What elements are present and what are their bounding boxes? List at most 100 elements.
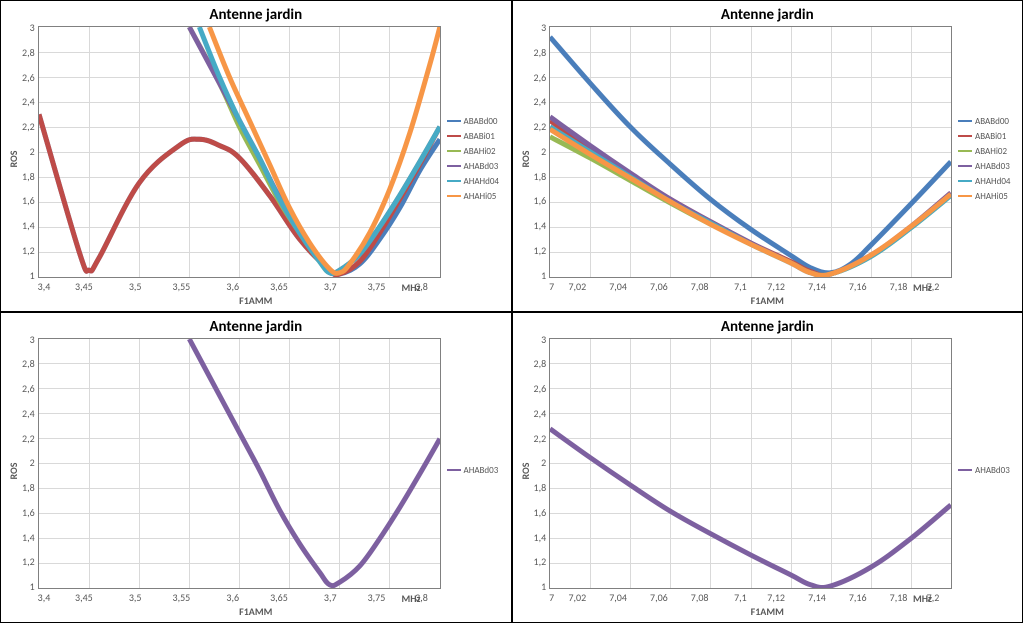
y-tick-label: 1,2 (22, 555, 35, 568)
x-tick-label: 7,04 (609, 280, 627, 292)
legend-label: AHABd03 (464, 465, 499, 476)
x-tick-label: 7,12 (767, 591, 785, 603)
series-line (189, 339, 440, 586)
legend-label: ABAHi02 (464, 146, 496, 157)
y-axis-ticks: 32,82,62,42,221,81,61,41,21 (22, 21, 38, 282)
x-tick-label: 3,75 (368, 280, 386, 292)
y-tick-label: 3 (534, 333, 547, 346)
legend: AHABd03 (441, 338, 507, 604)
legend-item: ABAHi02 (447, 146, 507, 157)
y-tick-label: 1,6 (22, 194, 35, 207)
plot-wrap: 77,027,047,067,087,17,127,147,167,187,2 (549, 338, 952, 604)
x-tick-label: 7,04 (609, 591, 627, 603)
chart-panel-1: Antenne jardinROS32,82,62,42,221,81,61,4… (512, 0, 1023, 312)
y-tick-label: 1,6 (22, 506, 35, 519)
series-line (550, 127, 951, 276)
y-tick-label: 2,8 (534, 46, 547, 59)
legend-swatch (447, 180, 461, 182)
y-axis-label: ROS (5, 26, 22, 292)
x-axis-label: F1AMM (239, 605, 272, 618)
x-axis-label-row: F1AMMMHz (513, 605, 1023, 622)
x-tick-label: 3,7 (324, 280, 337, 292)
legend-label: ABABd00 (464, 116, 498, 127)
y-tick-label: 2,6 (534, 382, 547, 395)
legend-swatch (958, 195, 972, 197)
y-axis-label: ROS (517, 26, 534, 292)
plot-wrap: 77,027,047,067,087,17,127,147,167,187,2 (549, 26, 952, 292)
x-axis-label-row: F1AMMMHz (513, 294, 1023, 311)
x-tick-label: 3,65 (270, 280, 288, 292)
y-tick-label: 2 (22, 145, 35, 158)
chart-panel-0: Antenne jardinROS32,82,62,42,221,81,61,4… (0, 0, 512, 312)
series-line (550, 37, 951, 273)
legend-label: ABABi01 (975, 131, 1006, 142)
y-tick-label: 1,8 (534, 481, 547, 494)
x-tick-label: 7,08 (691, 591, 709, 603)
chart-title: Antenne jardin (1, 313, 511, 336)
y-tick-label: 1,2 (534, 244, 547, 257)
legend-swatch (958, 120, 972, 122)
x-tick-label: 3,45 (75, 280, 93, 292)
legend-swatch (447, 165, 461, 167)
chart-title: Antenne jardin (513, 1, 1023, 24)
y-tick-label: 1 (22, 269, 35, 282)
x-tick-label: 7,02 (568, 591, 586, 603)
x-tick-label: 7,02 (568, 280, 586, 292)
x-tick-label: 7,06 (650, 591, 668, 603)
legend-item: ABABi01 (447, 131, 507, 142)
legend-label: AHAHd04 (464, 176, 499, 187)
x-tick-label: 7 (549, 591, 554, 603)
x-axis-label: F1AMM (751, 294, 784, 307)
y-tick-label: 1,6 (534, 194, 547, 207)
y-tick-label: 2,6 (22, 382, 35, 395)
legend-swatch (447, 469, 461, 471)
series-layer (550, 27, 951, 277)
x-axis-unit: MHz (913, 281, 932, 294)
legend-swatch (447, 120, 461, 122)
plot-area (38, 338, 441, 590)
legend-item: ABABd00 (447, 116, 507, 127)
x-axis-label-row: F1AMMMHz (1, 294, 511, 311)
series-layer (39, 27, 440, 277)
chart-grid: Antenne jardinROS32,82,62,42,221,81,61,4… (0, 0, 1023, 623)
legend-item: AHABd03 (447, 161, 507, 172)
y-tick-label: 1,2 (534, 555, 547, 568)
legend-label: AHAHi05 (464, 191, 497, 202)
y-tick-label: 1,4 (534, 219, 547, 232)
plot-wrap: 3,43,453,53,553,63,653,73,753,8 (38, 338, 441, 604)
legend-item: ABABd00 (958, 116, 1018, 127)
x-tick-label: 7,16 (849, 591, 867, 603)
y-tick-label: 3 (22, 333, 35, 346)
x-axis-label-row: F1AMMMHz (1, 605, 511, 622)
y-tick-label: 1 (534, 580, 547, 593)
legend-swatch (958, 135, 972, 137)
legend-item: AHAHi05 (447, 191, 507, 202)
y-tick-label: 1,4 (534, 531, 547, 544)
y-tick-label: 2,4 (534, 407, 547, 420)
x-tick-label: 3,55 (173, 280, 191, 292)
y-tick-label: 2,8 (534, 357, 547, 370)
legend-swatch (447, 150, 461, 152)
y-tick-label: 2,8 (22, 46, 35, 59)
x-tick-label: 7,18 (890, 280, 908, 292)
x-axis-ticks: 77,027,047,067,087,17,127,147,167,187,2 (549, 591, 952, 603)
legend-swatch (958, 150, 972, 152)
y-tick-label: 3 (22, 21, 35, 34)
x-tick-label: 7,14 (808, 591, 826, 603)
x-axis-ticks: 3,43,453,53,553,63,653,73,753,8 (38, 280, 441, 292)
y-tick-label: 2,2 (534, 120, 547, 133)
legend-item: AHAHi05 (958, 191, 1018, 202)
legend-label: AHABd03 (464, 161, 499, 172)
legend-item: AHAHd04 (958, 176, 1018, 187)
y-axis-ticks: 32,82,62,42,221,81,61,41,21 (534, 333, 550, 594)
chart-title: Antenne jardin (513, 313, 1023, 336)
series-line (550, 129, 951, 275)
legend-item: AHABd03 (958, 465, 1018, 476)
legend-swatch (958, 469, 972, 471)
x-tick-label: 7,1 (734, 280, 747, 292)
series-line (550, 428, 951, 587)
y-tick-label: 2 (22, 456, 35, 469)
x-tick-label: 7,16 (849, 280, 867, 292)
plot-area (549, 338, 952, 590)
legend: AHABd03 (952, 338, 1018, 604)
